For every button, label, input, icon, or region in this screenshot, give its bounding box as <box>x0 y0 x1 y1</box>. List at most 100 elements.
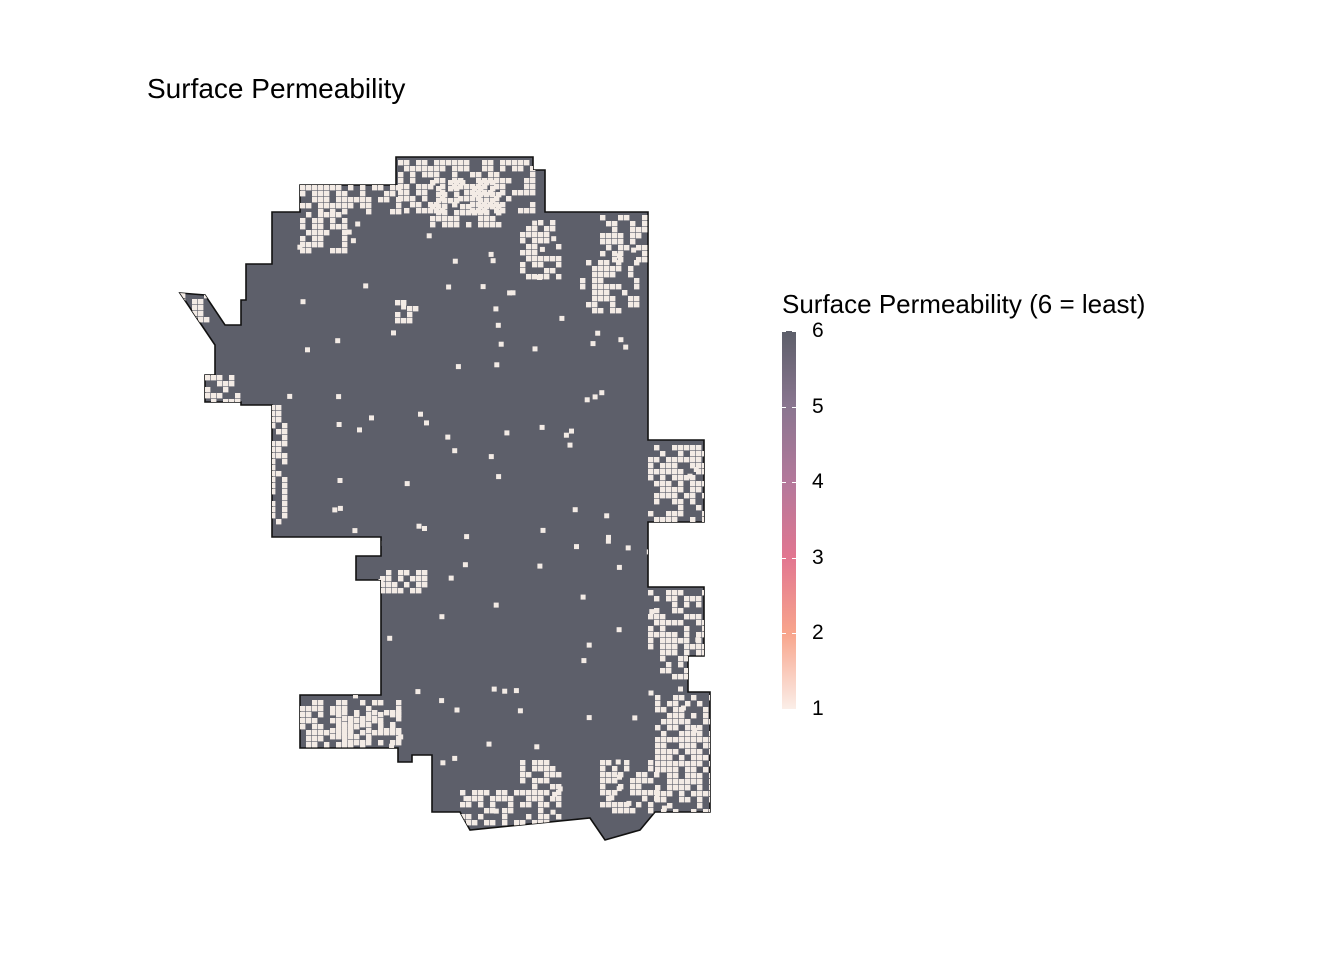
permeable-cell <box>646 549 652 555</box>
permeable-cell <box>648 802 654 808</box>
permeable-cell <box>606 239 612 245</box>
permeable-cell <box>217 375 223 381</box>
permeable-cell <box>673 719 679 725</box>
permeable-cell <box>342 236 348 242</box>
permeable-cell <box>520 772 526 778</box>
permeable-cell <box>464 166 470 172</box>
permeable-cell <box>342 706 348 712</box>
permeable-cell <box>539 424 545 430</box>
permeable-cell <box>634 284 640 290</box>
permeable-cell <box>462 562 468 568</box>
permeable-cell <box>532 796 538 802</box>
permeable-cell <box>703 791 709 797</box>
permeable-cell <box>630 778 636 784</box>
permeable-cell <box>690 644 696 650</box>
permeable-cell <box>524 178 530 184</box>
permeable-cell <box>586 715 592 721</box>
permeable-cell <box>407 318 413 324</box>
permeable-cell <box>636 784 642 790</box>
permeable-cell <box>678 686 683 692</box>
permeable-cell <box>463 796 469 802</box>
permeable-cell <box>270 489 276 495</box>
permeable-cell <box>360 722 366 728</box>
permeable-cell <box>442 216 448 222</box>
permeable-cell <box>223 381 229 387</box>
permeable-cell <box>592 266 598 272</box>
permeable-cell <box>342 710 348 716</box>
permeable-cell <box>692 727 698 733</box>
permeable-cell <box>693 467 699 472</box>
permeable-cell <box>684 638 690 644</box>
permeable-cell <box>357 427 362 433</box>
permeable-cell <box>630 784 636 790</box>
permeable-cell <box>300 185 306 191</box>
permeable-cell <box>490 808 496 814</box>
permeable-cell <box>655 755 661 761</box>
permeable-cell <box>342 191 348 197</box>
permeable-cell <box>508 796 514 802</box>
permeable-cell <box>282 495 288 501</box>
permeable-cell <box>642 257 648 263</box>
permeable-cell <box>667 755 673 761</box>
permeable-cell <box>448 186 454 192</box>
permeable-cell <box>211 375 217 381</box>
permeable-cell <box>684 674 690 680</box>
permeable-cell <box>526 256 532 262</box>
permeable-cell <box>630 221 636 227</box>
permeable-cell <box>530 202 536 208</box>
permeable-cell <box>667 719 673 725</box>
permeable-cell <box>276 471 282 477</box>
permeable-cell <box>401 318 407 324</box>
permeable-cell <box>636 790 642 796</box>
permeable-cell <box>550 268 556 274</box>
permeable-cell <box>572 507 578 513</box>
permeable-cell <box>386 576 392 582</box>
permeable-cell <box>610 266 616 272</box>
permeable-cell <box>287 393 293 399</box>
permeable-cell <box>342 230 348 236</box>
permeable-cell <box>673 767 679 773</box>
permeable-cell <box>454 210 460 216</box>
permeable-cell <box>574 544 579 550</box>
permeable-cell <box>679 695 685 701</box>
permeable-cell <box>495 322 501 328</box>
permeable-cell <box>434 160 440 166</box>
permeable-cell <box>673 695 679 701</box>
permeable-cell <box>446 160 452 166</box>
permeable-cell <box>520 802 526 808</box>
permeable-cell <box>472 210 478 216</box>
permeable-cell <box>696 596 702 602</box>
permeable-cell <box>318 197 324 203</box>
permeable-cell <box>439 698 445 704</box>
permeable-cell <box>678 481 684 487</box>
permeable-cell <box>538 796 544 802</box>
permeable-cell <box>484 790 490 796</box>
permeable-cell <box>404 184 410 190</box>
permeable-cell <box>630 808 636 814</box>
permeable-cell <box>538 814 544 820</box>
permeable-cell <box>404 160 410 166</box>
permeable-cell <box>630 239 636 245</box>
permeable-cell <box>306 718 312 724</box>
permeable-cell <box>378 718 384 724</box>
permeable-cell <box>342 740 348 746</box>
permeable-cell <box>410 196 416 202</box>
permeable-cell <box>685 785 691 791</box>
permeable-cell <box>366 203 372 209</box>
permeable-cell <box>318 706 324 712</box>
permeable-cell <box>491 686 497 692</box>
legend-title: Surface Permeability (6 = least) <box>782 289 1146 319</box>
permeable-cell <box>318 736 324 742</box>
permeable-cell <box>478 180 484 186</box>
permeable-cell <box>672 674 678 680</box>
permeable-cell <box>648 457 654 463</box>
permeable-cell <box>666 590 672 596</box>
permeable-cell <box>598 260 604 266</box>
permeable-cell <box>532 778 538 784</box>
permeable-cell <box>628 296 634 302</box>
permeable-cell <box>592 284 598 290</box>
permeable-cell <box>655 701 661 707</box>
permeable-cell <box>337 505 343 511</box>
permeable-cell <box>300 718 306 724</box>
permeable-cell <box>336 197 342 203</box>
